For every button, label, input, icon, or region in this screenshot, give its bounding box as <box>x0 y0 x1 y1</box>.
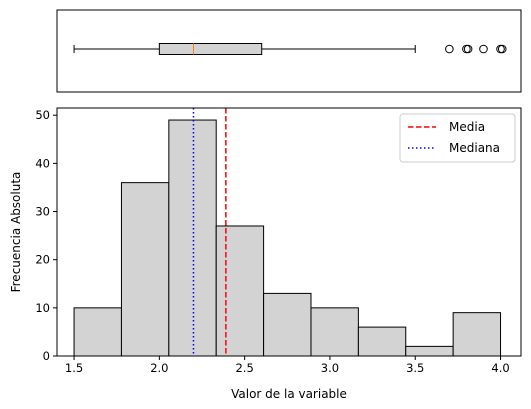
boxplot-panel <box>56 9 522 93</box>
legend: Media Mediana <box>399 113 516 163</box>
y-tick-label: 10 <box>35 301 50 315</box>
histogram-bar <box>310 307 359 357</box>
histogram-bar <box>357 326 407 357</box>
y-axis-ticks: 0 10 20 30 40 50 <box>35 108 57 363</box>
y-tick-label: 40 <box>35 156 50 170</box>
x-tick-label: 4.0 <box>491 361 509 375</box>
legend-label-mediana: Mediana <box>449 141 500 155</box>
outlier-point <box>479 44 488 54</box>
boxplot-axes-frame <box>56 9 522 93</box>
outlier-point <box>463 44 473 54</box>
y-tick-label: 20 <box>35 253 50 267</box>
histogram-bar <box>405 345 454 357</box>
histogram-bar <box>168 119 217 357</box>
histogram-axes-frame <box>56 107 522 357</box>
x-tick-label: 1.5 <box>65 361 83 375</box>
x-tick-label: 3.0 <box>321 361 339 375</box>
x-tick-label: 2.5 <box>235 361 253 375</box>
x-axis-ticks: 1.5 2.0 2.5 3.0 3.5 4.0 <box>65 356 510 375</box>
x-tick-label: 2.0 <box>150 361 168 375</box>
legend-frame <box>399 113 516 163</box>
legend-label-media: Media <box>449 120 485 134</box>
histogram-bar <box>73 307 122 357</box>
y-tick-label: 0 <box>43 349 50 363</box>
y-tick-label: 30 <box>35 205 50 219</box>
x-tick-label: 3.5 <box>406 361 424 375</box>
boxplot-marks <box>73 43 507 55</box>
y-axis-label: Frecuencia Absoluta <box>9 172 23 293</box>
outlier-point <box>497 44 507 54</box>
histogram-panel: 1.5 2.0 2.5 3.0 3.5 4.0 0 10 20 30 40 50 Valor de … <box>9 107 522 401</box>
histogram-bars <box>73 119 502 357</box>
histogram-bar <box>120 182 170 357</box>
histogram-bar <box>452 312 502 357</box>
x-axis-label: Valor de la variable <box>231 387 347 401</box>
outlier-point <box>445 44 454 54</box>
box-iqr <box>158 43 263 55</box>
y-tick-label: 50 <box>35 108 50 122</box>
histogram-reference-lines <box>192 108 227 356</box>
histogram-bar <box>263 292 312 357</box>
histogram-bar <box>215 225 265 357</box>
